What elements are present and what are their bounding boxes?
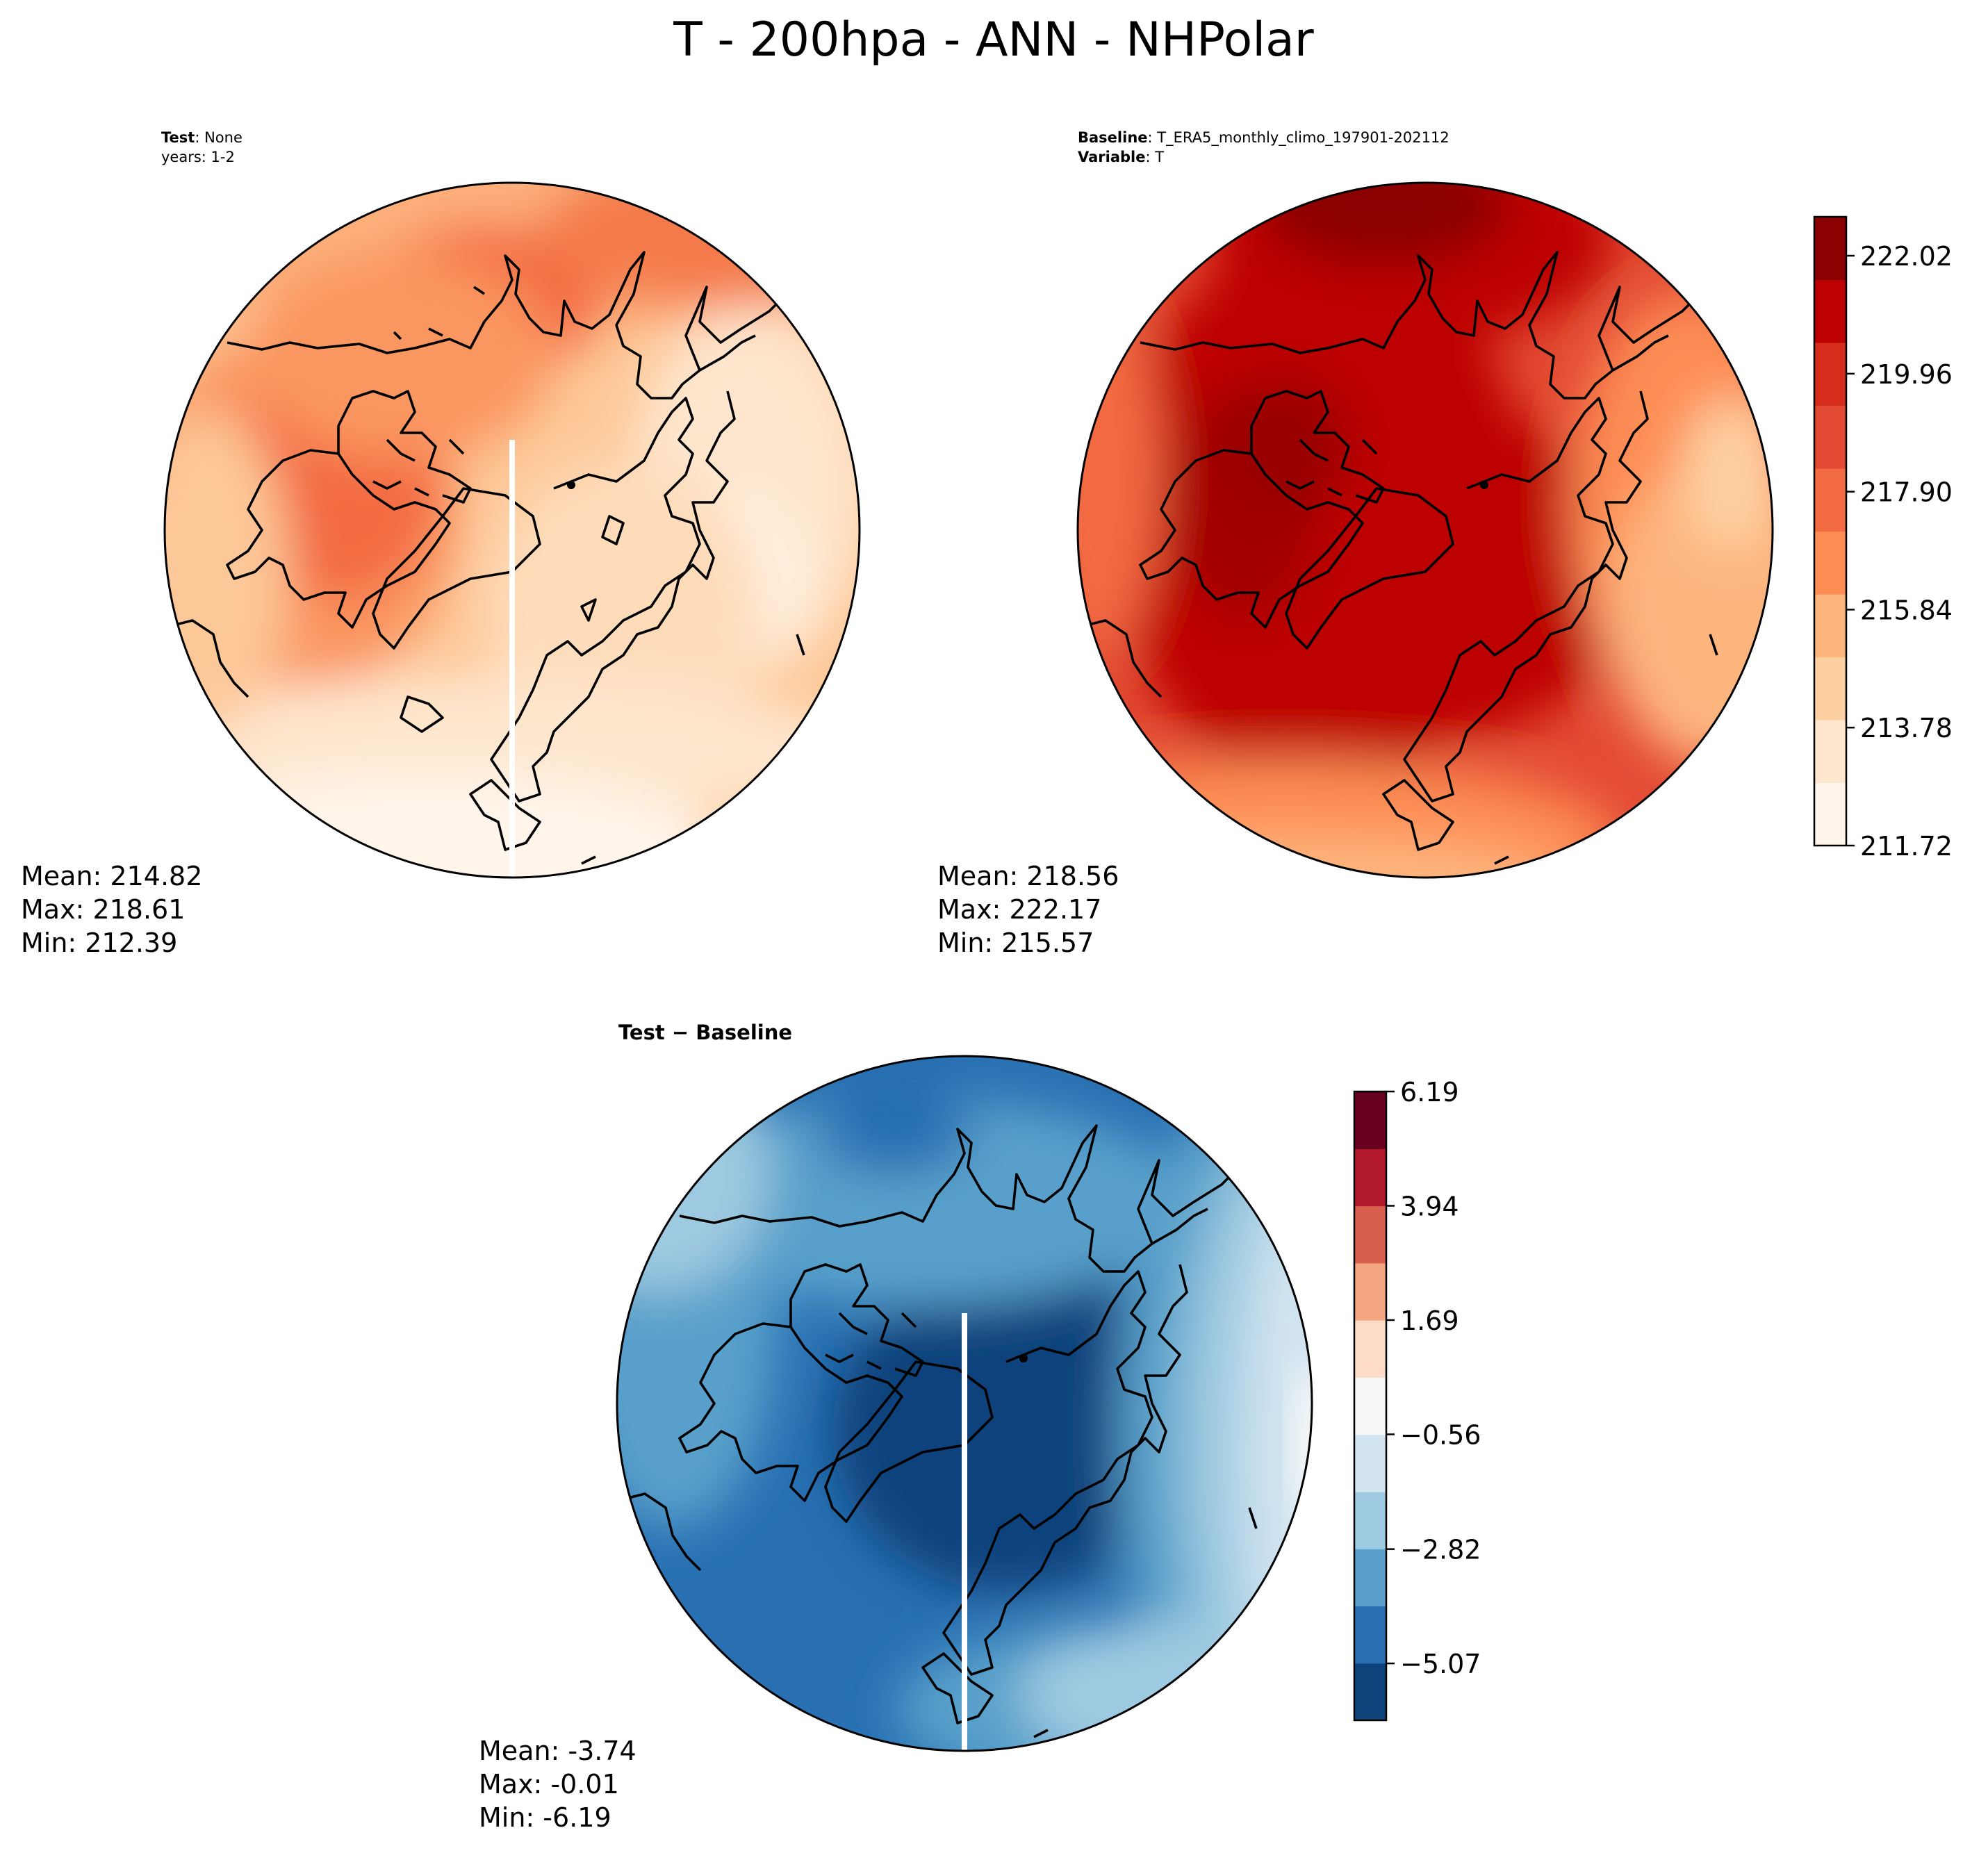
baseline-colorbar-band bbox=[1814, 657, 1846, 720]
test-header-line-2: years: 1-2 bbox=[161, 149, 235, 165]
baseline-colorbar-tick-label: 217.90 bbox=[1860, 477, 1953, 508]
diff-colorbar-band bbox=[1354, 1606, 1386, 1664]
diff-colorbar-tick-label: 3.94 bbox=[1400, 1191, 1459, 1221]
baseline-colorbar-band bbox=[1814, 405, 1846, 469]
baseline-colorbar-tick-label: 215.84 bbox=[1860, 595, 1953, 625]
baseline-colorbar-tick-label: 219.96 bbox=[1860, 359, 1953, 390]
test-polar-map bbox=[163, 181, 861, 879]
baseline-colorbar: 211.72 213.78 215.84 217.90 219.96 222.02 bbox=[1813, 215, 1953, 862]
baseline-colorbar-tick-label: 211.72 bbox=[1860, 831, 1953, 862]
diff-colorbar-band bbox=[1354, 1663, 1386, 1721]
figure-title: T - 200hpa - ANN - NHPolar bbox=[673, 13, 1314, 67]
diff-colorbar-band bbox=[1354, 1434, 1386, 1492]
baseline-colorbar-band bbox=[1814, 279, 1846, 343]
diff-colorbar-band bbox=[1354, 1377, 1386, 1435]
baseline-stat-mean: Mean: 218.56 bbox=[937, 861, 1119, 891]
baseline-colorbar-tick-label: 222.02 bbox=[1860, 241, 1953, 272]
diff-colorbar-band bbox=[1354, 1262, 1386, 1321]
panel-test: Test: None years: 1-2 bbox=[21, 129, 861, 958]
baseline-stat-max: Max: 222.17 bbox=[937, 894, 1101, 925]
diff-colorbar-tick-label: −5.07 bbox=[1400, 1649, 1481, 1679]
baseline-colorbar-band bbox=[1814, 217, 1846, 281]
baseline-colorbar-band bbox=[1814, 468, 1846, 532]
diff-colorbar-tick-label: −0.56 bbox=[1400, 1419, 1481, 1450]
diff-stat-mean: Mean: -3.74 bbox=[479, 1736, 636, 1766]
diff-colorbar-band bbox=[1354, 1092, 1386, 1149]
diff-polar-map bbox=[616, 1055, 1313, 1752]
diff-colorbar-band bbox=[1354, 1491, 1386, 1549]
baseline-header-line-2: Variable: T bbox=[1078, 149, 1164, 165]
baseline-colorbar-band bbox=[1814, 720, 1846, 784]
baseline-colorbar-band bbox=[1814, 343, 1846, 406]
panel-baseline: Baseline: T_ERA5_monthly_climo_197901-20… bbox=[937, 129, 1953, 958]
diff-stat-min: Min: -6.19 bbox=[479, 1802, 611, 1833]
diff-colorbar-tick-label: 6.19 bbox=[1400, 1077, 1459, 1107]
baseline-colorbar-band bbox=[1814, 782, 1846, 846]
diff-colorbar-band bbox=[1354, 1205, 1386, 1264]
baseline-polar-map bbox=[1076, 181, 1774, 879]
diff-colorbar-band bbox=[1354, 1148, 1386, 1207]
test-header-line-1: Test: None bbox=[161, 129, 243, 146]
diff-colorbar-band bbox=[1354, 1320, 1386, 1378]
test-stat-mean: Mean: 214.82 bbox=[21, 861, 202, 891]
test-stat-max: Max: 218.61 bbox=[21, 894, 185, 925]
baseline-stat-min: Min: 215.57 bbox=[937, 928, 1094, 958]
diff-colorbar-tick-label: −2.82 bbox=[1400, 1535, 1481, 1565]
baseline-colorbar-tick-label: 213.78 bbox=[1860, 713, 1953, 743]
diff-header: Test − Baseline bbox=[618, 1021, 792, 1044]
baseline-colorbar-band bbox=[1814, 531, 1846, 595]
baseline-header-line-1: Baseline: T_ERA5_monthly_climo_197901-20… bbox=[1078, 129, 1449, 147]
diff-colorbar: 6.19 3.94 1.69 −0.56 −2.82 −5.07 bbox=[1353, 1077, 1481, 1722]
diff-stat-max: Max: -0.01 bbox=[479, 1769, 619, 1800]
diff-colorbar-band bbox=[1354, 1549, 1386, 1607]
test-stat-min: Min: 212.39 bbox=[21, 928, 177, 958]
baseline-colorbar-band bbox=[1814, 594, 1846, 658]
panel-diff: Test − Baseline bbox=[479, 1021, 1481, 1833]
diff-colorbar-tick-label: 1.69 bbox=[1400, 1306, 1459, 1336]
